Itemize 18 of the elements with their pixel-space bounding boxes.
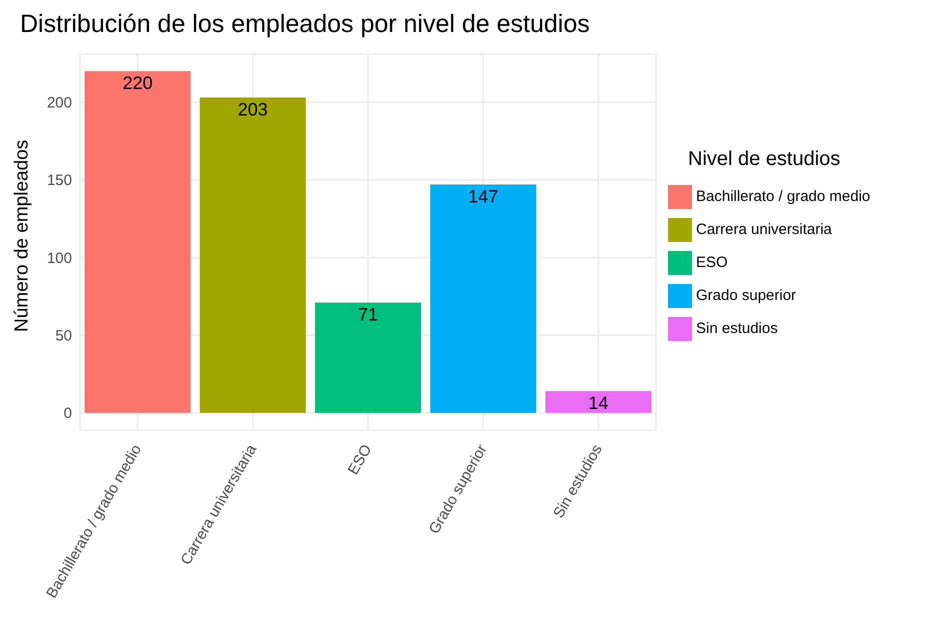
- legend-label: Bachillerato / grado medio: [696, 188, 870, 205]
- y-tick-label: 0: [64, 405, 72, 422]
- data-label: 220: [122, 72, 153, 93]
- y-tick-label: 150: [46, 172, 72, 190]
- legend-label: ESO: [696, 254, 728, 271]
- data-label: 14: [588, 392, 608, 413]
- legend-title: Nivel de estudios: [688, 148, 840, 171]
- legend-label: Grado superior: [696, 287, 796, 304]
- y-tick-label: 50: [55, 328, 72, 345]
- data-label: 147: [468, 186, 498, 206]
- chart-title: Distribución de los empleados por nivel de estudios: [20, 10, 590, 39]
- y-tick-label: 200: [46, 94, 72, 112]
- y-tick-label: 100: [46, 250, 72, 267]
- data-label: 203: [238, 99, 268, 120]
- legend-label: Carrera universitaria: [696, 221, 832, 238]
- legend-label: Sin estudios: [696, 320, 778, 337]
- data-label: 71: [358, 304, 378, 324]
- y-axis-title: Número de empleados: [12, 140, 33, 332]
